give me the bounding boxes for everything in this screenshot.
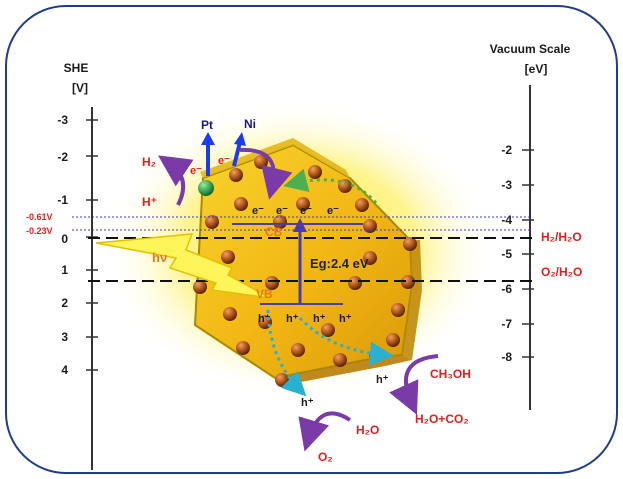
hole-path-bottom [266,309,307,397]
pt-arrowhead [201,132,215,145]
water-oxidation-arrow [298,411,352,452]
electron: e⁻ [252,205,264,217]
she-axis-title: SHE [64,61,89,75]
vacuum-tick: -5 [501,247,512,261]
level-label-061: -0.61V [26,212,53,222]
excitation-arrowhead [293,218,307,232]
cocatalyst-nanoparticles [193,155,417,387]
vacuum-tick: -3 [501,178,512,192]
she-tick-labels: -3 -2 -1 0 1 2 3 4 [57,113,68,377]
pt-cocatalyst-dot [198,180,214,196]
ni-label: Ni [244,117,256,131]
hole: h⁺ [286,313,299,325]
she-tick: 3 [61,330,68,344]
ni-transfer-arrow [239,147,293,200]
h2o-label: H₂O [356,423,379,437]
cb-label: CB [265,225,283,239]
vacuum-tick-labels: -2 -3 -4 -5 -6 -7 -8 [501,143,512,364]
holes: h⁺ h⁺ h⁺ h⁺ [258,313,352,325]
bandgap-label: Eg:2.4 eV [310,256,369,271]
electron: e⁻ [327,205,339,217]
vacuum-tick: -6 [501,282,512,296]
h2-label: H₂ [142,155,156,169]
she-tick: 2 [61,296,68,310]
ni-arrowhead [234,132,246,146]
she-tick: -2 [57,150,68,164]
electron-transfer-path [283,168,378,204]
ch3oh-oxidation-arrow [389,354,439,415]
she-tick: 0 [61,232,68,246]
she-tick: 1 [61,263,68,277]
h2-evolution-arrow [158,155,194,206]
electron-ni: e⁻ [218,155,230,167]
particle-side-face [402,240,422,360]
light-bolt [95,233,271,299]
electron: e⁻ [276,205,288,217]
light-hv-label: hν [152,250,167,265]
vacuum-tick: -2 [501,143,512,157]
h-plus-label: H⁺ [142,195,157,209]
she-axis-unit: [V] [72,81,88,95]
hole-right: h⁺ [376,374,389,386]
pt-label: Pt [201,118,213,132]
hole: h⁺ [258,313,271,325]
vacuum-axis-title: Vacuum Scale [490,42,571,56]
o2-label: O₂ [318,450,333,464]
electrons: e⁻ e⁻ e⁻ e⁻ [252,205,339,217]
ch3oh-label: CH₃OH [430,367,471,381]
h2o-co2-label: H₂O+CO₂ [415,412,469,426]
particle-top-face [200,138,350,178]
she-tick: 4 [61,363,68,377]
hole: h⁺ [313,313,326,325]
vacuum-tick: -7 [501,317,512,331]
vacuum-tick: -8 [501,350,512,364]
ni-arrow [232,141,242,167]
she-tick: -3 [57,113,68,127]
hole-bottom: h⁺ [301,397,314,409]
hole: h⁺ [339,313,352,325]
level-label-023: -0.23V [26,226,53,236]
vacuum-tick: -4 [501,213,512,227]
vb-label: VB [256,287,273,301]
vacuum-axis-unit: [eV] [525,62,548,76]
o2-h2o-label: O₂/H₂O [541,265,582,279]
electron-pt: e⁻ [190,165,202,177]
hole-path-right [298,316,394,366]
vacuum-axis [522,85,534,410]
h2-h2o-label: H₂/H₂O [541,230,582,244]
she-tick: -1 [57,193,68,207]
electron: e⁻ [300,205,312,217]
